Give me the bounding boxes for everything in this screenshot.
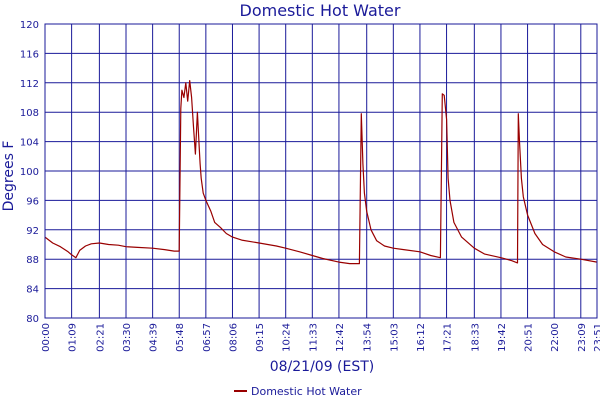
x-tick-label: 13:54: [363, 323, 374, 352]
y-tick-labels: 80 84 88 92 96 100 104 108 112 116 120: [20, 20, 39, 325]
x-tick-label: 23:51: [593, 323, 600, 352]
y-tick-label: 100: [20, 167, 39, 178]
x-tick-labels: 00:00 01:09 02:21 03:30 04:39 05:48 06:57 08:06…: [41, 323, 600, 352]
y-tick-label: 88: [26, 255, 39, 266]
y-axis-label: Degrees F: [1, 141, 17, 212]
x-tick-label: 17:21: [443, 323, 454, 352]
x-axis-label: 08/21/09 (EST): [270, 359, 375, 375]
x-tick-label: 06:57: [202, 323, 213, 352]
x-tick-label: 16:12: [416, 323, 427, 352]
x-tick-label: 01:09: [68, 323, 79, 352]
y-tick-label: 104: [20, 138, 39, 149]
y-tick-label: 84: [26, 285, 39, 296]
y-tick-label: 108: [20, 108, 39, 119]
series-line: [44, 79, 598, 265]
x-tick-label: 18:33: [470, 323, 481, 352]
y-tick-label: 112: [20, 79, 39, 90]
y-tick-label: 96: [26, 196, 39, 207]
x-tick-label: 22:00: [550, 323, 561, 352]
plot-frame: [44, 23, 598, 319]
chart-title: Domestic Hot Water: [240, 1, 401, 20]
x-tick-label: 11:33: [308, 323, 319, 352]
y-tick-label: 80: [26, 314, 39, 325]
legend-label: Domestic Hot Water: [251, 385, 362, 398]
x-tick-label: 20:51: [524, 323, 535, 352]
x-tick-label: 02:21: [95, 323, 106, 352]
legend: Domestic Hot Water: [234, 385, 362, 398]
y-tick-label: 120: [20, 20, 39, 31]
x-tick-label: 19:42: [497, 323, 508, 352]
x-tick-label: 23:09: [577, 323, 588, 352]
x-tick-label: 12:42: [335, 323, 346, 352]
x-tick-label: 09:15: [255, 323, 266, 352]
x-tick-label: 15:03: [389, 323, 400, 352]
x-tick-label: 05:48: [175, 323, 186, 352]
x-tick-label: 00:00: [41, 323, 52, 352]
grid-lines: [44, 23, 598, 319]
x-tick-label: 10:24: [282, 323, 293, 352]
y-tick-label: 116: [20, 49, 39, 60]
plot-series: [44, 79, 598, 265]
x-tick-label: 08:06: [228, 323, 239, 352]
x-tick-label: 04:39: [149, 323, 160, 352]
y-tick-label: 92: [26, 226, 39, 237]
x-tick-label: 03:30: [122, 323, 133, 352]
